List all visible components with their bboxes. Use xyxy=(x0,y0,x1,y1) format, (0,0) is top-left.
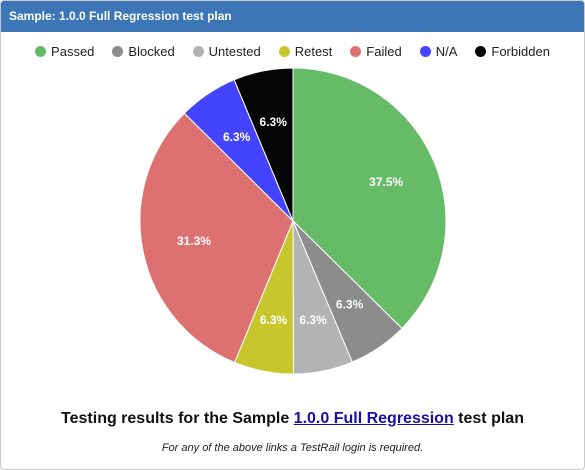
pie-label-passed: 37.5% xyxy=(369,175,403,189)
chart-caption: Testing results for the Sample 1.0.0 Ful… xyxy=(1,410,584,428)
legend-label-passed: Passed xyxy=(51,43,95,59)
legend-item-untested[interactable]: Untested xyxy=(192,43,261,59)
legend-label-untested: Untested xyxy=(208,43,261,59)
legend-item-passed[interactable]: Passed xyxy=(35,44,94,59)
legend-swatch-untested xyxy=(192,45,204,57)
legend-swatch-retest xyxy=(278,45,290,57)
legend-label-retest: Retest xyxy=(294,43,333,59)
legend-item-n-a[interactable]: N/A xyxy=(419,43,458,59)
legend-item-retest[interactable]: Retest xyxy=(278,43,333,59)
caption-prefix: Testing results for the Sample xyxy=(61,410,294,427)
pie-label-forbidden: 6.3% xyxy=(260,115,288,129)
test-plan-link[interactable]: 1.0.0 Full Regression xyxy=(293,410,454,427)
pie-slice-failed[interactable] xyxy=(139,112,294,364)
legend-label-blocked: Blocked xyxy=(128,43,175,59)
pie-slice-passed[interactable] xyxy=(292,67,447,330)
legend-swatch-n-a xyxy=(419,45,431,57)
caption-suffix: test plan xyxy=(453,410,524,427)
login-footnote: For any of the above links a TestRail lo… xyxy=(161,442,424,454)
legend-swatch-failed xyxy=(350,45,362,57)
legend-label-failed: Failed xyxy=(366,43,402,59)
legend-item-forbidden[interactable]: Forbidden xyxy=(475,44,550,59)
legend-swatch-blocked xyxy=(112,45,124,57)
chart-legend: Passed Blocked Untested Retest Failed N/A Forb… xyxy=(1,41,584,61)
pie-label-retest: 6.3% xyxy=(260,313,288,327)
legend-swatch-passed xyxy=(35,45,47,57)
legend-swatch-forbidden xyxy=(475,45,487,57)
pie-label-blocked: 6.3% xyxy=(336,298,364,312)
pie-label-n-a: 6.3% xyxy=(223,130,251,144)
legend-item-blocked[interactable]: Blocked xyxy=(112,43,175,59)
legend-item-failed[interactable]: Failed xyxy=(350,43,402,59)
panel-title: Sample: 1.0.0 Full Regression test plan xyxy=(1,1,584,32)
pie-label-failed: 31.3% xyxy=(177,234,211,248)
pie-label-untested: 6.3% xyxy=(299,313,327,327)
pie-slice-forbidden[interactable] xyxy=(233,67,294,222)
legend-label-n-a: N/A xyxy=(435,43,458,59)
legend-label-forbidden: Forbidden xyxy=(491,43,550,59)
pie-chart: 37.5% 6.3% 6.3% 6.3% 31.3% 6.3% 6.3% xyxy=(139,67,447,375)
